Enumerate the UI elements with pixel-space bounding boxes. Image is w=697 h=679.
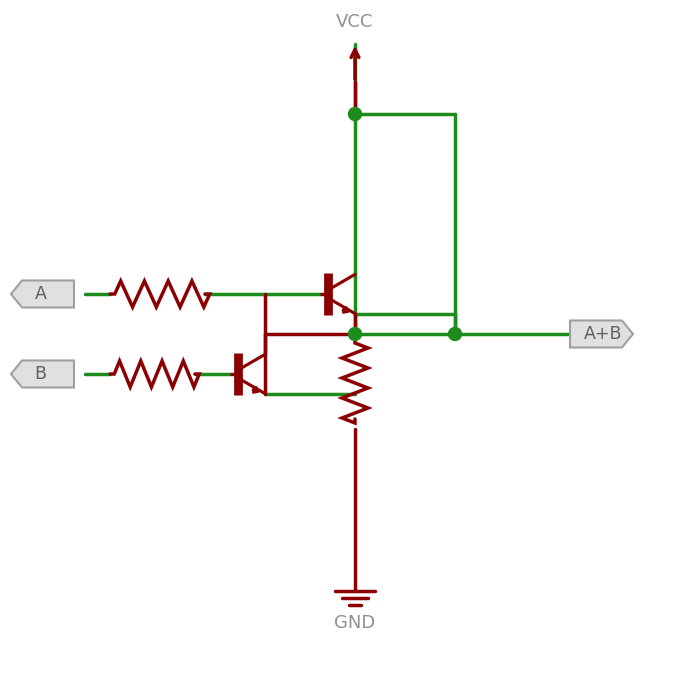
Circle shape (348, 107, 362, 120)
Text: B: B (35, 365, 47, 383)
Circle shape (348, 327, 362, 340)
Polygon shape (570, 320, 633, 348)
Text: GND: GND (335, 614, 376, 632)
FancyArrow shape (342, 306, 348, 313)
Polygon shape (11, 361, 74, 388)
Text: A: A (35, 285, 47, 303)
FancyArrow shape (252, 386, 259, 393)
Polygon shape (11, 280, 74, 308)
Text: VCC: VCC (337, 13, 374, 31)
Text: A+B: A+B (584, 325, 622, 343)
Circle shape (448, 327, 461, 340)
